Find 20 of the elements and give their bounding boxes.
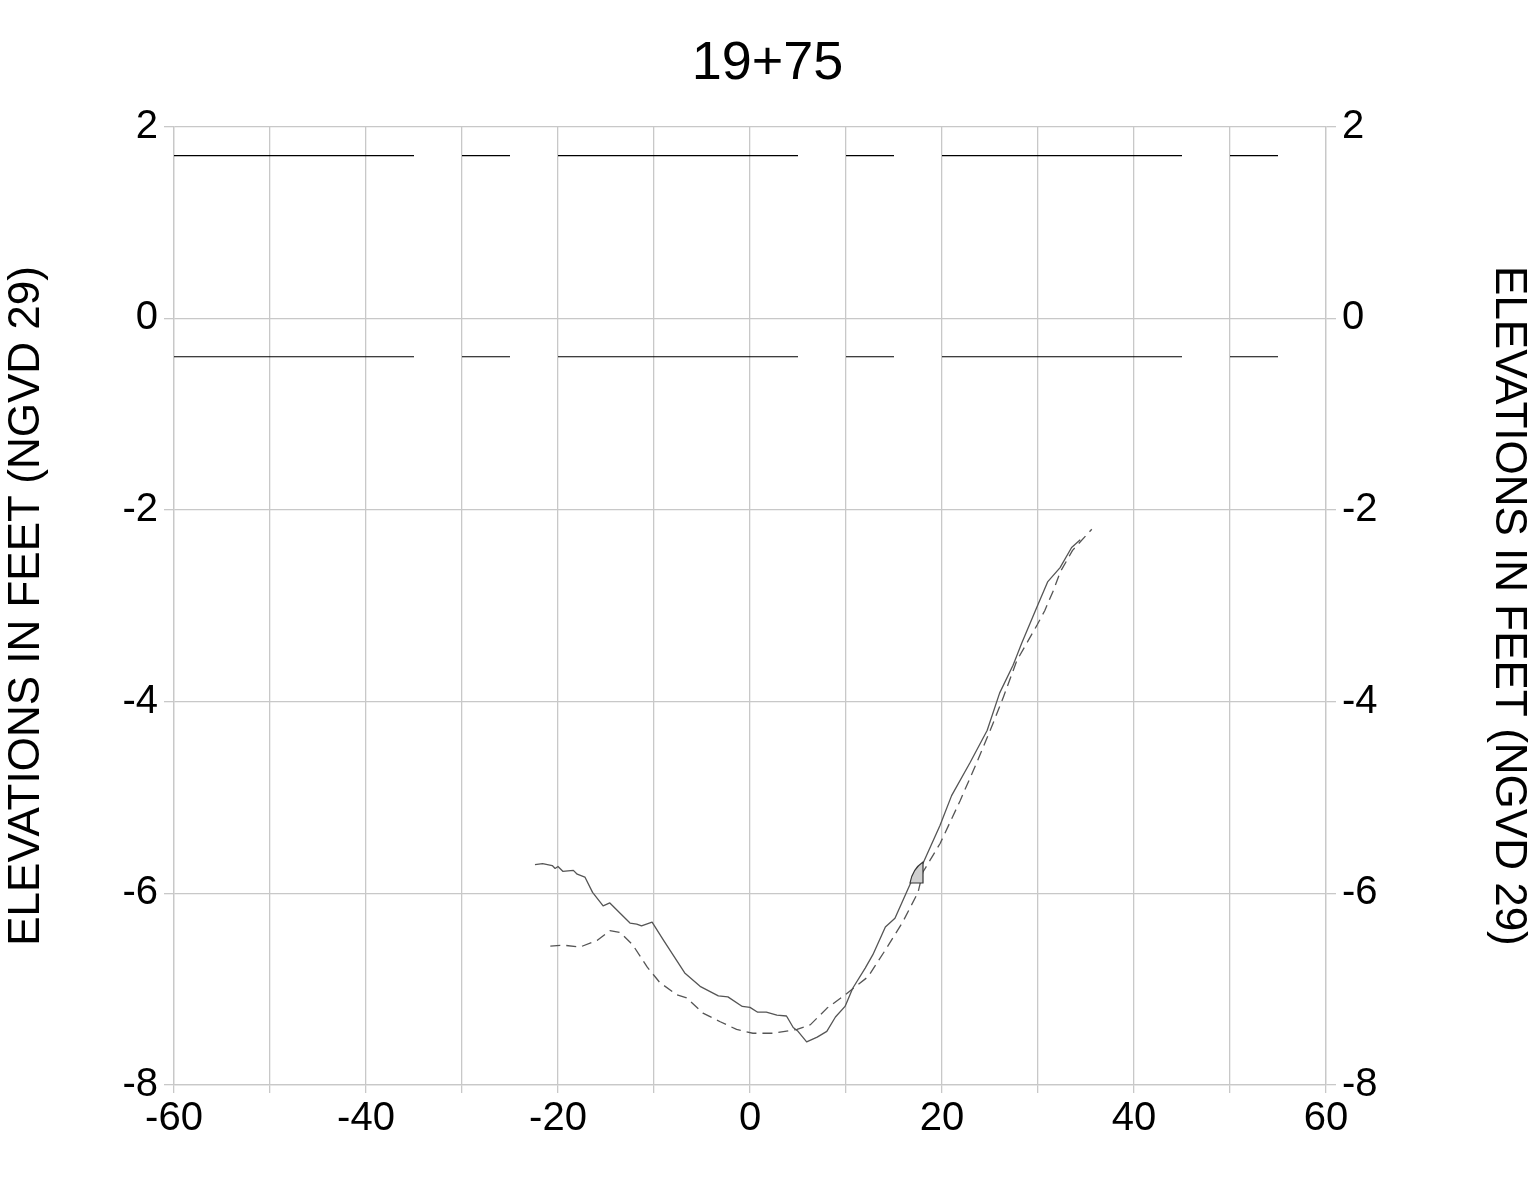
y2-tick-label: 0 (1342, 293, 1365, 338)
y2-tick-label: 2 (1342, 101, 1365, 146)
y-tick-label: -4 (122, 676, 158, 721)
y-tick-label: 0 (135, 293, 158, 338)
x-tick-label: 20 (919, 1094, 965, 1139)
y2-tick-label: -6 (1342, 868, 1378, 913)
y-tick-label: 2 (135, 101, 158, 146)
x-tick-label: -20 (529, 1094, 587, 1139)
chart-title: 19+75 (691, 30, 844, 91)
x-tick-label: 40 (1111, 1094, 1157, 1139)
y-tick-label: -8 (122, 1060, 158, 1105)
x-tick-label: 0 (738, 1094, 762, 1139)
y-tick-label: -6 (122, 868, 158, 913)
x-tick-label: -40 (337, 1094, 395, 1139)
y2-tick-label: -2 (1342, 485, 1378, 530)
y-tick-label: -2 (122, 485, 158, 530)
x-tick-label: 60 (1303, 1094, 1349, 1139)
y-axis-title: ELEVATIONS IN FEET (NGVD 29) (0, 266, 48, 946)
y2-tick-label: -4 (1342, 676, 1378, 721)
y2-axis-title: ELEVATIONS IN FEET (NGVD 29) (1487, 266, 1535, 946)
